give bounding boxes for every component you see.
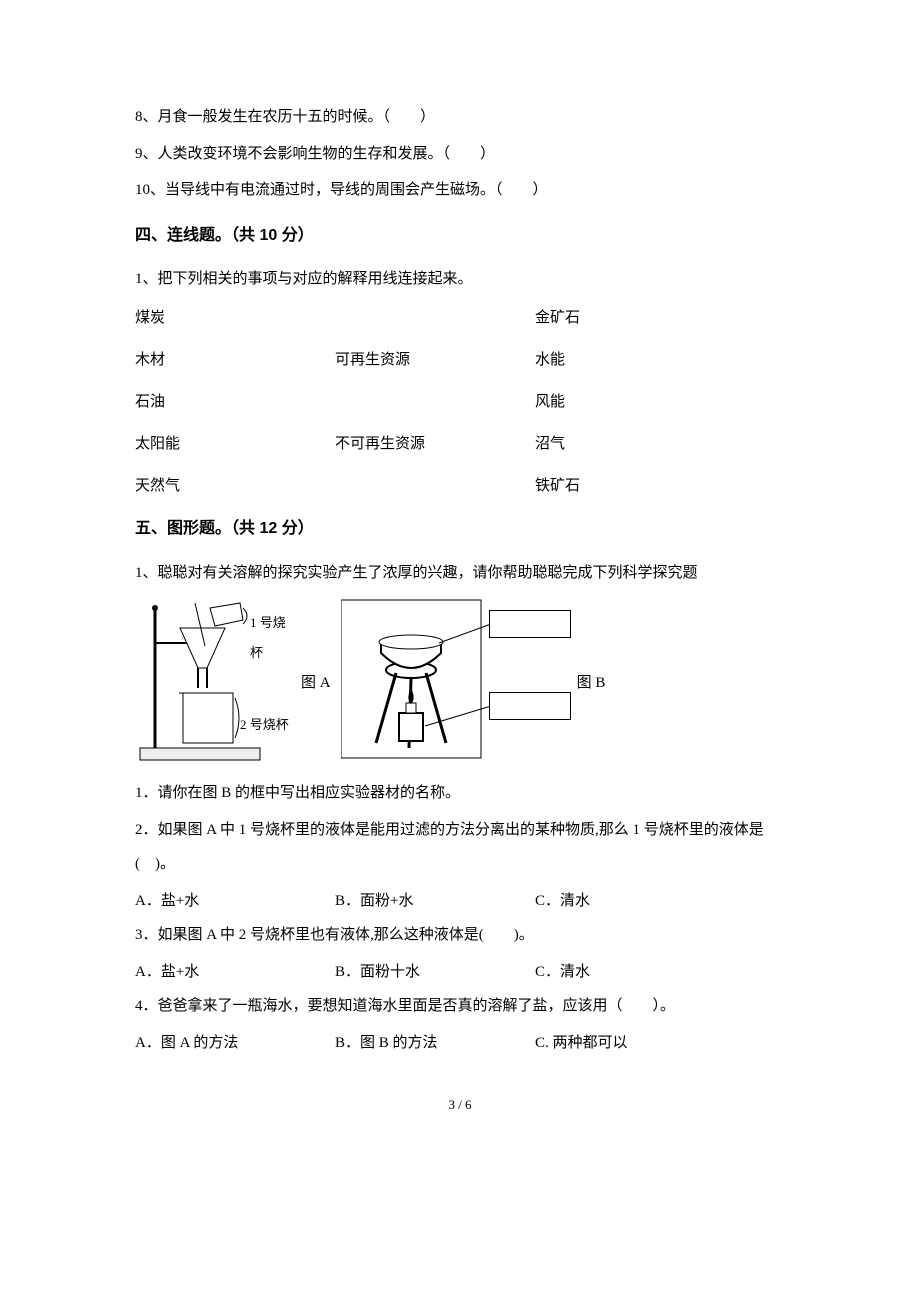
q5-4-options: A．图 A 的方法 B．图 B 的方法 C. 两种都可以 xyxy=(135,1026,785,1061)
figure-b-diagram xyxy=(341,598,571,768)
match-right-0: 金矿石 xyxy=(535,303,735,333)
true-false-q10: 10、当导线中有电流通过时，导线的周围会产生磁场。（ ） xyxy=(135,173,785,208)
match-mid-0 xyxy=(335,303,535,333)
page-footer: 3 / 6 xyxy=(135,1090,785,1120)
true-false-q8: 8、月食一般发生在农历十五的时候。（ ） xyxy=(135,100,785,135)
figure-a-diagram: 1 号烧杯 2 号烧杯 xyxy=(135,598,295,768)
match-mid-3: 不可再生资源 xyxy=(335,429,535,459)
section-4-heading: 四、连线题。（共 10 分） xyxy=(135,218,785,255)
section-5-heading: 五、图形题。（共 12 分） xyxy=(135,511,785,548)
q5-3-a: A．盐+水 xyxy=(135,955,335,990)
q5-2-options: A．盐+水 B．面粉+水 C．清水 xyxy=(135,884,785,919)
section-4-instruction: 1、把下列相关的事项与对应的解释用线连接起来。 xyxy=(135,262,785,297)
q5-4-c: C. 两种都可以 xyxy=(535,1026,735,1061)
match-right-2: 风能 xyxy=(535,387,735,417)
q5-2: 2．如果图 A 中 1 号烧杯里的液体是能用过滤的方法分离出的某种物质,那么 1… xyxy=(135,813,785,882)
q5-2-a: A．盐+水 xyxy=(135,884,335,919)
match-left-3: 太阳能 xyxy=(135,429,335,459)
match-left-1: 木材 xyxy=(135,345,335,375)
match-mid-4 xyxy=(335,471,535,501)
figure-a-label-1: 1 号烧杯 xyxy=(250,608,295,668)
match-right-1: 水能 xyxy=(535,345,735,375)
q5-3-c: C．清水 xyxy=(535,955,735,990)
q5-3-b: B．面粉十水 xyxy=(335,955,535,990)
q5-4-b: B．图 B 的方法 xyxy=(335,1026,535,1061)
q5-2-c: C．清水 xyxy=(535,884,735,919)
true-false-q9: 9、人类改变环境不会影响生物的生存和发展。（ ） xyxy=(135,137,785,172)
match-mid-2 xyxy=(335,387,535,417)
match-left-0: 煤炭 xyxy=(135,303,335,333)
match-left-2: 石油 xyxy=(135,387,335,417)
figure-b-box: 图 B xyxy=(341,598,606,768)
figures-row: 1 号烧杯 2 号烧杯 图 A xyxy=(135,598,785,768)
figure-a-box: 1 号烧杯 2 号烧杯 图 A xyxy=(135,598,331,768)
q5-1: 1．请你在图 B 的框中写出相应实验器材的名称。 xyxy=(135,776,785,811)
figure-a-label-text: 图 A xyxy=(301,666,331,701)
match-right-4: 铁矿石 xyxy=(535,471,735,501)
figure-b-blank-1[interactable] xyxy=(489,610,571,638)
matching-grid: 煤炭 金矿石 木材 可再生资源 水能 石油 风能 太阳能 不可再生资源 沼气 天… xyxy=(135,303,785,501)
match-right-3: 沼气 xyxy=(535,429,735,459)
match-mid-1: 可再生资源 xyxy=(335,345,535,375)
q5-4: 4．爸爸拿来了一瓶海水，要想知道海水里面是否真的溶解了盐，应该用（ ）。 xyxy=(135,989,785,1024)
section-5-intro: 1、聪聪对有关溶解的探究实验产生了浓厚的兴趣，请你帮助聪聪完成下列科学探究题 xyxy=(135,556,785,591)
figure-b-label-text: 图 B xyxy=(577,666,606,701)
match-left-4: 天然气 xyxy=(135,471,335,501)
q5-4-a: A．图 A 的方法 xyxy=(135,1026,335,1061)
figure-b-blank-2[interactable] xyxy=(489,692,571,720)
q5-3-options: A．盐+水 B．面粉十水 C．清水 xyxy=(135,955,785,990)
q5-2-b: B．面粉+水 xyxy=(335,884,535,919)
figure-a-label-2: 2 号烧杯 xyxy=(240,710,289,740)
q5-3: 3．如果图 A 中 2 号烧杯里也有液体,那么这种液体是( )。 xyxy=(135,918,785,953)
